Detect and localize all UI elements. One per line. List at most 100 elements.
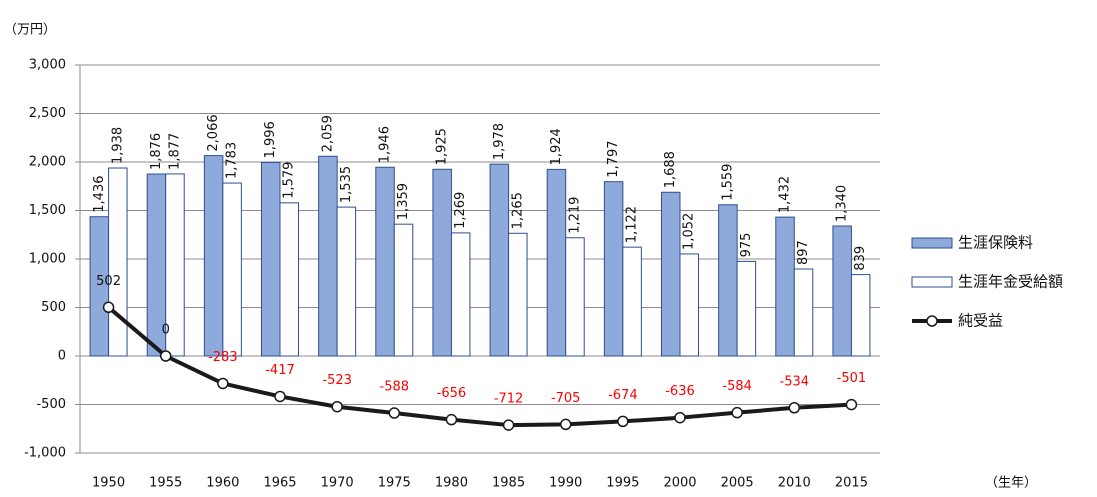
- x-tick-label: 1960: [206, 476, 239, 491]
- bar: [718, 204, 738, 357]
- line-value-label: -417: [265, 363, 295, 378]
- bar: [546, 168, 567, 357]
- line-point: [559, 418, 572, 431]
- bar-value-label: 1,265: [510, 192, 525, 229]
- x-tick-label: 2015: [835, 476, 868, 491]
- line-point: [788, 402, 801, 414]
- x-tick-label: 1970: [321, 476, 354, 491]
- x-tick-label: 1980: [435, 476, 468, 491]
- line-point: [217, 377, 229, 390]
- bar-value-label: 1,269: [453, 192, 468, 229]
- line-point: [845, 398, 858, 411]
- bar-value-label: 1,876: [149, 133, 164, 170]
- bar-value-label: 2,066: [206, 114, 221, 151]
- x-tick-label: 2010: [778, 476, 811, 491]
- y-tick-label: 1,000: [29, 252, 66, 267]
- bar-value-label: 1,579: [282, 162, 297, 199]
- line-value-label: -534: [780, 374, 810, 389]
- line-point: [102, 301, 115, 314]
- bar: [393, 223, 414, 357]
- bar: [489, 163, 510, 357]
- bar: [432, 168, 452, 357]
- bar: [508, 232, 528, 357]
- line-point: [274, 390, 286, 403]
- bar-value-label: 1,877: [167, 133, 182, 170]
- legend-label: 純受益: [958, 312, 1003, 330]
- bar-value-label: 1,938: [110, 127, 125, 164]
- bar: [203, 155, 224, 357]
- line-point: [731, 406, 743, 419]
- bar: [375, 166, 395, 357]
- legend-swatch: [911, 237, 953, 249]
- bar-value-label: 1,925: [435, 128, 450, 165]
- bar: [603, 181, 624, 357]
- bar-value-label: 2,059: [320, 115, 335, 152]
- line-value-label: -523: [322, 373, 352, 388]
- y-tick-label: 0: [58, 349, 66, 364]
- bar-value-label: 1,219: [567, 197, 582, 234]
- x-tick-label: 1965: [263, 476, 296, 491]
- x-unit: （生年）: [985, 476, 1037, 491]
- y-tick-label: 3,000: [29, 58, 66, 73]
- legend-swatch: [926, 315, 938, 327]
- bar-value-label: 1,122: [625, 206, 640, 243]
- bar: [261, 161, 281, 357]
- y-tick-label: 1,500: [29, 203, 66, 218]
- bar-value-label: 1,359: [396, 183, 411, 220]
- bar: [775, 216, 795, 357]
- bar: [450, 232, 471, 357]
- bar-value-label: 1,924: [549, 128, 564, 165]
- bar: [736, 260, 757, 357]
- bar: [661, 191, 681, 357]
- line-value-label: -283: [208, 350, 238, 365]
- bar-value-label: 1,436: [92, 175, 107, 212]
- legend-label: 生涯保険料: [958, 234, 1033, 252]
- y-tick-label: 2,000: [29, 155, 66, 170]
- bar-value-label: 1,996: [263, 121, 278, 158]
- x-tick-label: 1985: [492, 476, 525, 491]
- line-value-label: -656: [437, 386, 467, 401]
- bar: [318, 155, 338, 357]
- line: [107, 305, 852, 428]
- line-value-label: 0: [162, 323, 170, 338]
- bar: [565, 237, 585, 357]
- y-tick-label: 2,500: [29, 106, 66, 121]
- x-tick-label: 2000: [663, 476, 696, 491]
- line-point: [617, 415, 629, 428]
- y-tick-label: -500: [36, 397, 66, 412]
- line-value-label: -705: [551, 391, 581, 406]
- x-tick-label: 1955: [149, 476, 182, 491]
- line-value-label: -636: [665, 384, 695, 399]
- legend-swatch: [911, 276, 953, 288]
- bar: [222, 182, 242, 357]
- bar: [679, 253, 699, 357]
- bar: [850, 274, 871, 357]
- bar-value-label: 975: [739, 233, 754, 258]
- line-point: [331, 400, 343, 413]
- bar-value-label: 1,432: [778, 176, 793, 213]
- legend-label: 生涯年金受給額: [958, 273, 1063, 291]
- bar: [793, 268, 814, 357]
- bar-value-label: 839: [853, 246, 868, 271]
- bar: [832, 225, 852, 357]
- x-tick-label: 1995: [606, 476, 639, 491]
- bar: [165, 173, 185, 357]
- bar-value-label: 1,535: [339, 166, 354, 203]
- x-tick-label: 2005: [721, 476, 754, 491]
- bar-value-label: 1,688: [663, 151, 678, 188]
- bar-value-label: 1,978: [492, 123, 507, 160]
- line-point: [388, 407, 401, 419]
- line-value-label: -588: [380, 380, 410, 395]
- bar-value-label: 1,052: [682, 213, 697, 250]
- bar-value-label: 897: [796, 240, 811, 265]
- bar-value-label: 1,559: [720, 164, 735, 201]
- bar: [622, 246, 642, 357]
- line-value-label: -584: [722, 379, 752, 394]
- bar-value-label: 1,783: [225, 142, 240, 179]
- line-point: [159, 350, 172, 362]
- bar-value-label: 1,797: [606, 140, 621, 177]
- bar: [336, 206, 357, 357]
- bar-value-label: 1,340: [835, 185, 850, 222]
- y-tick-label: -1,000: [24, 446, 66, 461]
- x-tick-label: 1950: [92, 476, 125, 491]
